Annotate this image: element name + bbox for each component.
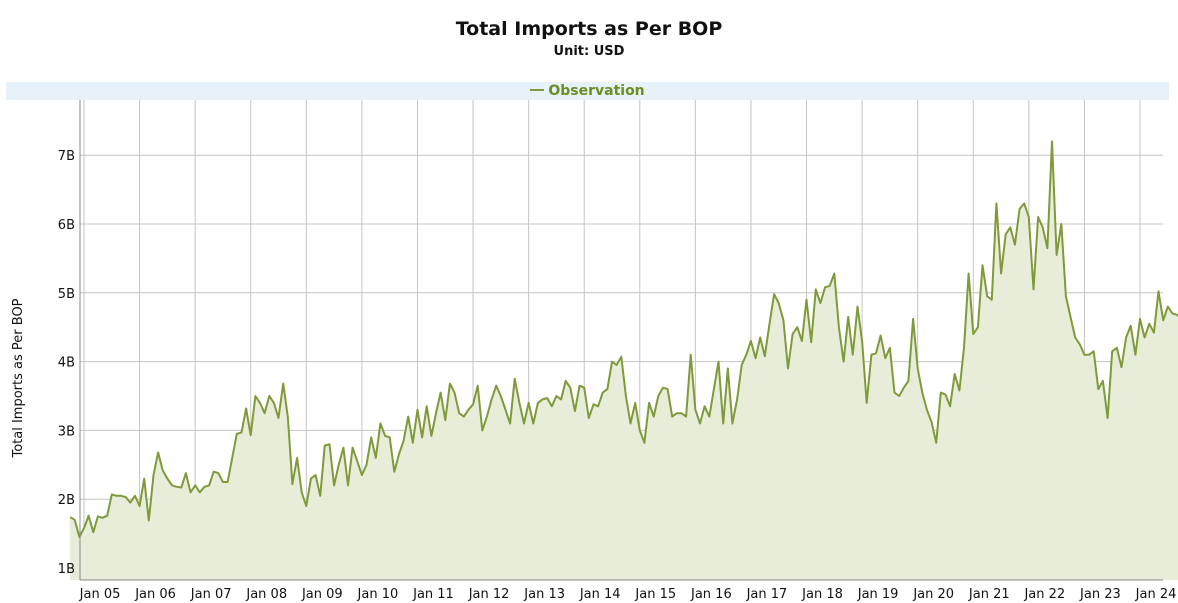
x-tick-label: Jan 12 — [468, 587, 510, 602]
chart-subtitle: Unit: USD — [553, 44, 625, 59]
legend-label[interactable]: Observation — [548, 83, 645, 99]
y-tick-label: 3B — [58, 424, 75, 439]
x-tick-label: Jan 15 — [634, 587, 676, 602]
y-tick-label: 5B — [58, 287, 75, 302]
x-tick-label: Jan 08 — [245, 587, 287, 602]
y-tick-labels: 1B 2B 3B 4B 5B 6B 7B — [58, 149, 75, 577]
x-tick-label: Jan 13 — [523, 587, 565, 602]
y-tick-label: 4B — [58, 356, 75, 371]
axes — [79, 100, 1163, 581]
x-tick-label: Jan 09 — [301, 587, 343, 602]
x-tick-label: Jan 07 — [190, 587, 232, 602]
x-tick-label: Jan 14 — [579, 587, 621, 602]
y-tick-label: 2B — [58, 493, 75, 508]
chart-title: Total Imports as Per BOP — [455, 18, 723, 40]
x-tick-label: Jan 19 — [857, 587, 899, 602]
area-fill — [70, 141, 1178, 580]
x-tick-label: Jan 21 — [968, 587, 1010, 602]
y-axis-label: Total Imports as Per BOP — [11, 298, 26, 458]
x-tick-label: Jan 20 — [912, 587, 954, 602]
x-tick-label: Jan 06 — [134, 587, 176, 602]
x-tick-label: Jan 23 — [1079, 587, 1121, 602]
x-tick-labels: Jan 05 Jan 06 Jan 07 Jan 08 Jan 09 Jan 10 Jan … — [79, 587, 1177, 602]
x-tick-label: Jan 10 — [357, 587, 399, 602]
y-tick-label: 6B — [58, 218, 75, 233]
x-tick-label: Jan 16 — [690, 587, 732, 602]
y-tick-label: 7B — [58, 149, 75, 164]
legend-swatch — [530, 88, 545, 91]
x-tick-label: Jan 11 — [412, 587, 454, 602]
x-tick-label: Jan 22 — [1023, 587, 1065, 602]
series-line-observation — [69, 140, 1178, 538]
series-area — [69, 140, 1178, 580]
x-tick-label: Jan 24 — [1135, 587, 1177, 602]
x-tick-label: Jan 05 — [79, 587, 121, 602]
y-tick-label: 1B — [58, 562, 75, 577]
legend[interactable]: Observation — [6, 82, 1169, 100]
x-tick-label: Jan 17 — [746, 587, 788, 602]
x-tick-label: Jan 18 — [801, 587, 843, 602]
